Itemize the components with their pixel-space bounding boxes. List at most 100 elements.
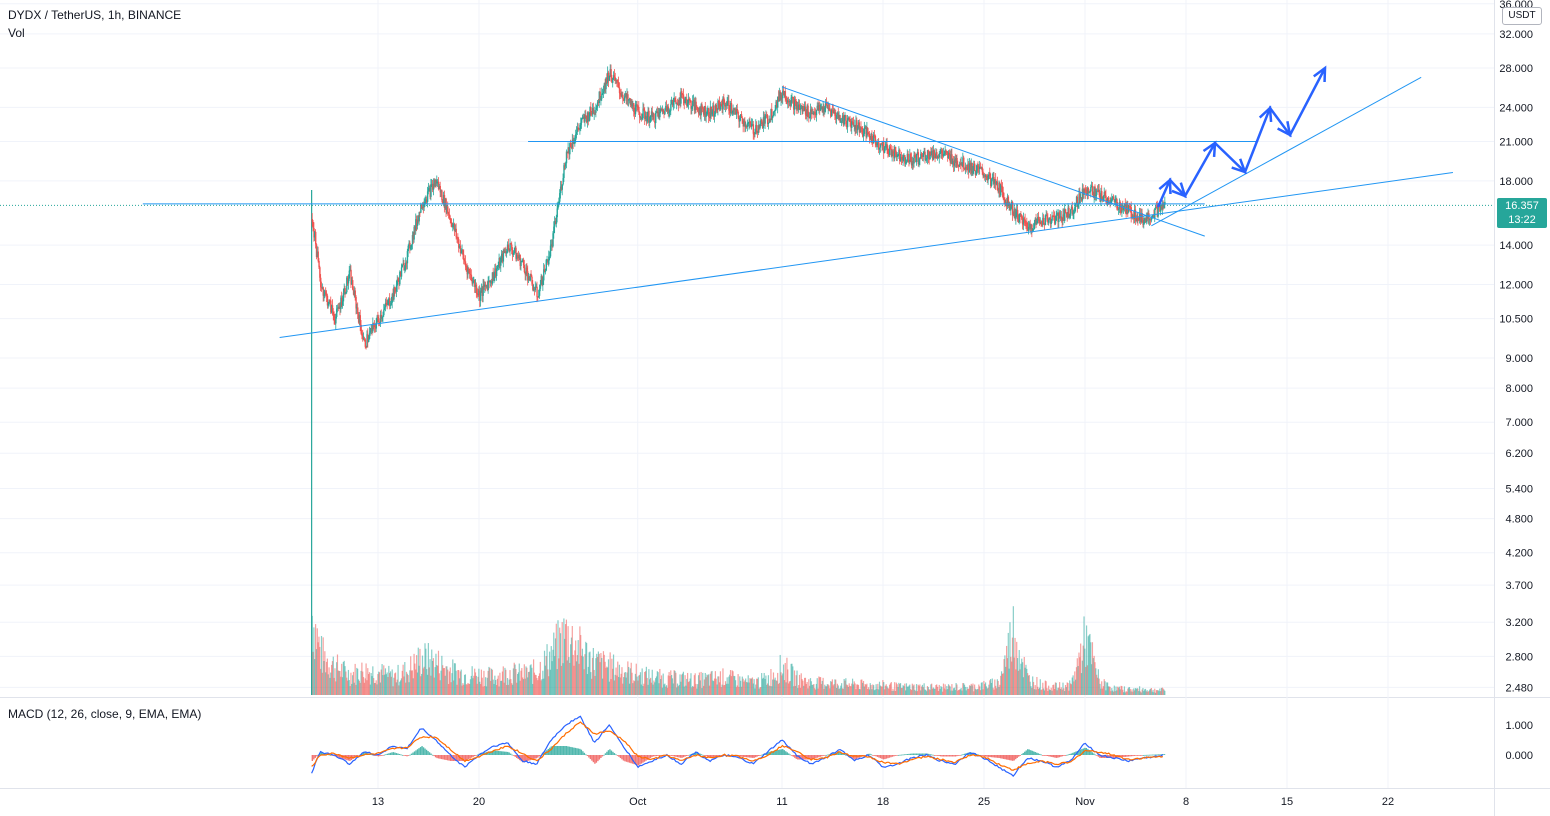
- volume-bar: [1131, 689, 1133, 695]
- volume-bar: [810, 681, 812, 695]
- candle-body: [956, 157, 958, 165]
- volume-bar: [660, 679, 662, 695]
- candle-body: [469, 273, 472, 275]
- volume-bar: [711, 670, 713, 695]
- candle-body: [575, 134, 577, 140]
- candle-body: [415, 219, 417, 231]
- volume-bar: [583, 669, 585, 695]
- volume-bar: [1030, 686, 1032, 695]
- currency-button[interactable]: USDT: [1502, 7, 1542, 25]
- macd-histogram-bar: [418, 748, 420, 755]
- candle-body: [932, 150, 935, 160]
- volume-bar: [360, 670, 362, 695]
- candle-body: [601, 93, 603, 99]
- volume-bar: [616, 675, 618, 695]
- macd-histogram-bar: [1109, 755, 1112, 758]
- volume-bar: [786, 657, 788, 695]
- macd-histogram-bar: [1154, 754, 1157, 756]
- macd-histogram-bar: [911, 753, 913, 755]
- macd-histogram-bar: [337, 755, 339, 758]
- macd-histogram-bar: [897, 754, 900, 756]
- candle-body: [604, 83, 606, 90]
- candle-body: [514, 247, 516, 253]
- macd-histogram-bar: [1070, 753, 1073, 755]
- candle-body: [825, 102, 827, 108]
- volume-bar: [437, 650, 440, 695]
- macd-histogram-bar: [1025, 750, 1027, 755]
- macd-histogram-bar: [995, 755, 997, 758]
- macd-histogram-bar: [679, 755, 682, 758]
- volume-bar: [1121, 686, 1123, 695]
- volume-bar: [823, 688, 825, 695]
- arrow-head: [1231, 158, 1248, 174]
- candle-body: [401, 264, 404, 268]
- volume-bar: [894, 690, 897, 695]
- candle-body: [885, 144, 888, 147]
- volume-bar: [1027, 675, 1030, 695]
- volume-bar: [320, 635, 323, 695]
- macd-histogram-bar: [383, 754, 386, 756]
- macd-histogram-bar: [785, 751, 787, 755]
- candle-body: [324, 291, 326, 295]
- volume-bar: [594, 675, 596, 695]
- candle-body: [608, 76, 611, 81]
- candle-body: [576, 127, 579, 132]
- macd-histogram-bar: [941, 755, 943, 757]
- candle-body: [635, 104, 638, 106]
- volume-bar: [912, 685, 914, 695]
- candle-body: [836, 112, 839, 116]
- volume-bar: [684, 675, 686, 695]
- candle-body: [764, 116, 766, 124]
- macd-histogram-bar: [1121, 755, 1124, 758]
- volume-bar: [766, 684, 768, 695]
- volume-bar: [910, 690, 913, 695]
- macd-histogram-bar: [615, 754, 617, 756]
- candle-body: [758, 125, 760, 129]
- macd-histogram-bar: [1151, 754, 1154, 756]
- volume-bar: [379, 682, 382, 695]
- candle-body: [725, 105, 728, 107]
- candle-body: [1129, 206, 1132, 208]
- macd-histogram-bar: [1015, 755, 1017, 760]
- macd-legend: MACD (12, 26, close, 9, EMA, EMA): [8, 707, 202, 721]
- volume-bar: [1057, 687, 1059, 695]
- candle-body: [903, 155, 905, 157]
- volume-bar: [540, 680, 542, 695]
- volume-bar: [529, 665, 531, 695]
- candle-body: [681, 93, 684, 95]
- candle-body: [423, 203, 425, 208]
- candle-body: [472, 281, 474, 284]
- candle-body: [815, 109, 818, 116]
- candle-body: [961, 162, 963, 167]
- volume-bar: [488, 666, 490, 695]
- volume-bar: [1114, 691, 1116, 695]
- macd-histogram-bar: [428, 752, 431, 755]
- volume-bar: [1147, 691, 1149, 695]
- volume-bar: [957, 690, 959, 695]
- volume-bar: [882, 680, 884, 695]
- volume-bar: [821, 680, 823, 695]
- macd-histogram-bar: [902, 754, 904, 756]
- macd-histogram-bar: [314, 755, 317, 758]
- volume-bar: [784, 662, 786, 695]
- volume-bar: [361, 662, 363, 695]
- volume-bar: [352, 675, 354, 695]
- candle-body: [745, 126, 748, 128]
- candle-body: [793, 98, 795, 110]
- candle-body: [669, 110, 671, 112]
- candle-body: [363, 338, 366, 340]
- candle-body: [1074, 206, 1076, 213]
- candle-body: [357, 313, 360, 323]
- volume-bar: [548, 651, 551, 695]
- volume-bar: [768, 685, 770, 695]
- volume-bar: [750, 678, 753, 695]
- macd-histogram-bar: [607, 750, 610, 755]
- volume-bar: [970, 683, 972, 695]
- candle-body: [952, 161, 955, 166]
- volume-bar: [725, 683, 727, 695]
- macd-histogram-bar: [586, 755, 589, 756]
- candle-body: [329, 300, 331, 302]
- volume-bar: [1059, 682, 1061, 695]
